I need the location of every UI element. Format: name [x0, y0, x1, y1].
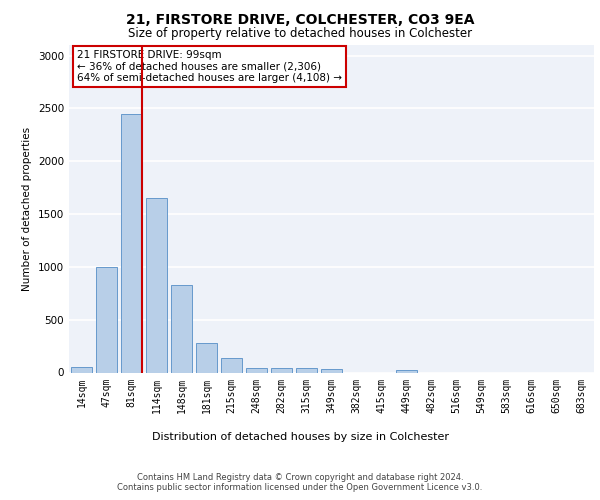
Text: 21, FIRSTORE DRIVE, COLCHESTER, CO3 9EA: 21, FIRSTORE DRIVE, COLCHESTER, CO3 9EA	[126, 12, 474, 26]
Text: Distribution of detached houses by size in Colchester: Distribution of detached houses by size …	[151, 432, 449, 442]
Y-axis label: Number of detached properties: Number of detached properties	[22, 126, 32, 291]
Bar	[171, 285, 192, 372]
Text: Size of property relative to detached houses in Colchester: Size of property relative to detached ho…	[128, 28, 472, 40]
Bar	[121, 114, 142, 372]
Bar	[296, 368, 317, 372]
Bar	[146, 198, 167, 372]
Bar	[196, 343, 217, 372]
Bar	[321, 370, 342, 372]
Bar	[221, 358, 242, 372]
Bar	[246, 368, 267, 372]
Text: 21 FIRSTORE DRIVE: 99sqm
← 36% of detached houses are smaller (2,306)
64% of sem: 21 FIRSTORE DRIVE: 99sqm ← 36% of detach…	[77, 50, 342, 83]
Bar	[396, 370, 417, 372]
Bar	[71, 366, 92, 372]
Bar	[96, 267, 117, 372]
Bar	[271, 368, 292, 372]
Text: Contains HM Land Registry data © Crown copyright and database right 2024.
Contai: Contains HM Land Registry data © Crown c…	[118, 472, 482, 492]
